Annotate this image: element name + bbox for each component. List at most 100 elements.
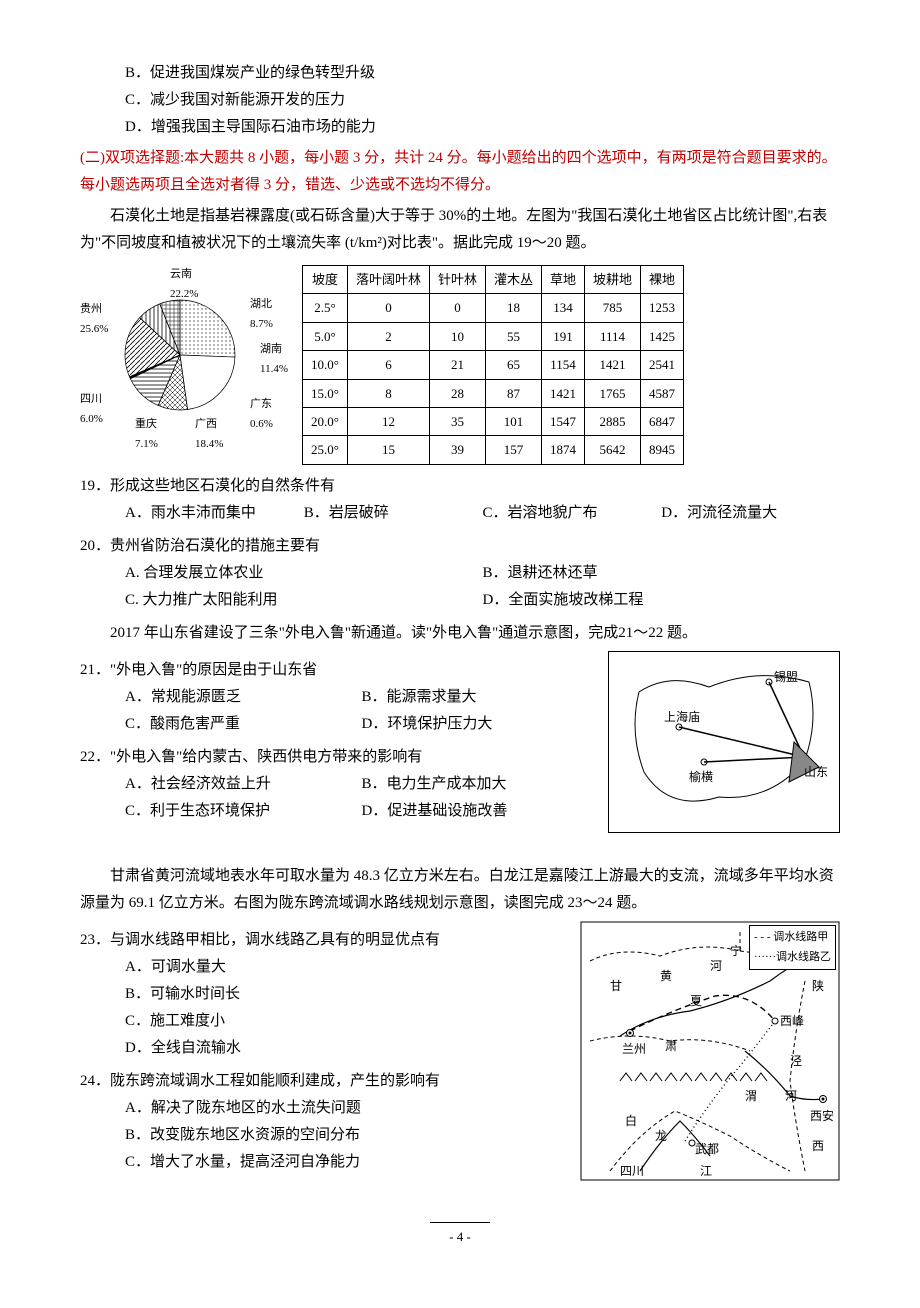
table-cell: 6847 [641,407,684,435]
table-header: 针叶林 [429,266,485,294]
m2-jiang: 江 [700,1161,712,1183]
table-cell: 1765 [585,379,641,407]
table-cell: 8 [347,379,429,407]
q20-a: A. 合理发展立体农业 [125,560,483,587]
m2-long: 龙 [655,1126,667,1148]
prev-question-options: B．促进我国煤炭产业的绿色转型升级 C．减少我国对新能源开发的压力 D．增强我国… [125,60,840,141]
pie-label: 云南22.2% [170,265,198,305]
table-cell: 6 [347,351,429,379]
question-20: 20．贵州省防治石漠化的措施主要有 A. 合理发展立体农业 C. 大力推广太阳能… [80,533,840,614]
table-cell: 2541 [641,351,684,379]
table-cell: 134 [542,294,585,322]
m2-gan: 甘 [610,976,622,998]
q23-d: D．全线自流输水 [125,1035,570,1062]
q19-d: D．河流径流量大 [661,500,840,527]
table-header: 裸地 [641,266,684,294]
pie-label: 重庆7.1% [135,415,158,455]
pie-label: 湖北8.7% [250,295,273,335]
q21-a: A．常规能源匮乏 [125,684,362,711]
table-row: 25.0°1539157187456428945 [303,436,684,464]
table-cell: 157 [485,436,541,464]
m2-xian: 西安 [810,1106,834,1128]
q24-b: B．改变陇东地区水资源的空间分布 [125,1122,570,1149]
table-cell: 1114 [585,322,641,350]
table-cell: 1154 [542,351,585,379]
m2-su: 肃 [665,1036,677,1058]
m2-jing: 泾 [790,1051,802,1073]
q22-stem: 22．"外电入鲁"给内蒙古、陕西供电方带来的影响有 [80,744,598,771]
question-19: 19．形成这些地区石漠化的自然条件有 A．雨水丰沛而集中 B．岩层破碎 C．岩溶… [80,473,840,527]
table-row: 5.0°2105519111141425 [303,322,684,350]
q22-c: C．利于生态环境保护 [125,798,362,825]
question-23: 23．与调水线路甲相比，调水线路乙具有的明显优点有 A．可调水量大 B．可输水时… [80,927,570,1062]
q20-stem: 20．贵州省防治石漠化的措施主要有 [80,533,840,560]
q22-d: D．促进基础设施改善 [362,798,599,825]
q19-b: B．岩层破碎 [304,500,483,527]
m2-ning: 宁 [730,941,742,963]
table-cell: 10.0° [303,351,348,379]
q21-b: B．能源需求量大 [362,684,599,711]
legend-b: 调水线路乙 [776,951,831,963]
q20-c: C. 大力推广太阳能利用 [125,587,483,614]
table-cell: 8945 [641,436,684,464]
table-row: 20.0°1235101154728856847 [303,407,684,435]
m2-huang: 黄 [660,966,672,988]
lbl-shanghaimiao: 上海庙 [664,707,700,729]
q19-a: A．雨水丰沛而集中 [125,500,304,527]
table-cell: 21 [429,351,485,379]
q24-a: A．解决了陇东地区的水土流失问题 [125,1095,570,1122]
q24-stem: 24．陇东跨流域调水工程如能顺利建成，产生的影响有 [80,1068,570,1095]
question-21: 21．"外电入鲁"的原因是由于山东省 A．常规能源匮乏 C．酸雨危害严重 B．能… [80,657,598,738]
table-header: 落叶阔叶林 [347,266,429,294]
table-cell: 15 [347,436,429,464]
m2-xi: 西 [812,1136,824,1158]
pie-label: 贵州25.6% [80,300,108,340]
passage-19-20: 石漠化土地是指基岩裸露度(或石砾含量)大于等于 30%的土地。左图为"我国石漠化… [80,203,840,257]
q23-a: A．可调水量大 [125,954,570,981]
table-cell: 5642 [585,436,641,464]
table-row: 2.5°00181347851253 [303,294,684,322]
map1-svg [609,652,839,832]
m2-bai: 白 [625,1111,637,1133]
block-21-22: 21．"外电入鲁"的原因是由于山东省 A．常规能源匮乏 C．酸雨危害严重 B．能… [80,651,840,833]
table-cell: 1874 [542,436,585,464]
table-row: 10.0°62165115414212541 [303,351,684,379]
q19-stem: 19．形成这些地区石漠化的自然条件有 [80,473,840,500]
q23-stem: 23．与调水线路甲相比，调水线路乙具有的明显优点有 [80,927,570,954]
lbl-shandong: 山东 [804,762,828,784]
page-footer: - 4 - [80,1222,840,1248]
q19-c: C．岩溶地貌广布 [483,500,662,527]
m2-wei: 渭 [745,1086,757,1108]
q20-b: B．退耕还林还草 [483,560,841,587]
m2-wudu: 武都 [695,1139,719,1161]
pie-chart: 云南22.2%贵州25.6%湖北8.7%湖南11.4%广东0.6%广西18.4%… [80,265,290,445]
passage-23-24: 甘肃省黄河流域地表水年可取水量为 48.3 亿立方米左右。白龙江是嘉陵江上游最大… [80,863,840,917]
table-cell: 0 [347,294,429,322]
opt-b: B．促进我国煤炭产业的绿色转型升级 [125,60,840,87]
m2-shan: 陕 [812,976,824,998]
table-header: 坡度 [303,266,348,294]
table-cell: 101 [485,407,541,435]
opt-d: D．增强我国主导国际石油市场的能力 [125,114,840,141]
table-cell: 1547 [542,407,585,435]
table-cell: 39 [429,436,485,464]
page-number: - 4 - [449,1229,471,1244]
table-cell: 1421 [585,351,641,379]
q24-c: C．增大了水量，提高泾河自净能力 [125,1149,570,1176]
pie-label: 湖南11.4% [260,340,288,380]
map2-legend: - - - 调水线路甲 ······调水线路乙 [749,925,836,971]
table-cell: 35 [429,407,485,435]
table-cell: 1253 [641,294,684,322]
section-2-title: (二)双项选择题:本大题共 8 小题，每小题 3 分，共计 24 分。每小题给出… [80,145,840,199]
table-header: 灌木丛 [485,266,541,294]
table-cell: 28 [429,379,485,407]
q23-b: B．可输水时间长 [125,981,570,1008]
legend-a: 调水线路甲 [773,931,828,943]
table-cell: 20.0° [303,407,348,435]
q20-d: D．全面实施坡改梯工程 [483,587,841,614]
table-cell: 785 [585,294,641,322]
table-cell: 55 [485,322,541,350]
question-24: 24．陇东跨流域调水工程如能顺利建成，产生的影响有 A．解决了陇东地区的水土流失… [80,1068,570,1176]
m2-xia: 夏 [690,991,702,1013]
q22-b: B．电力生产成本加大 [362,771,599,798]
